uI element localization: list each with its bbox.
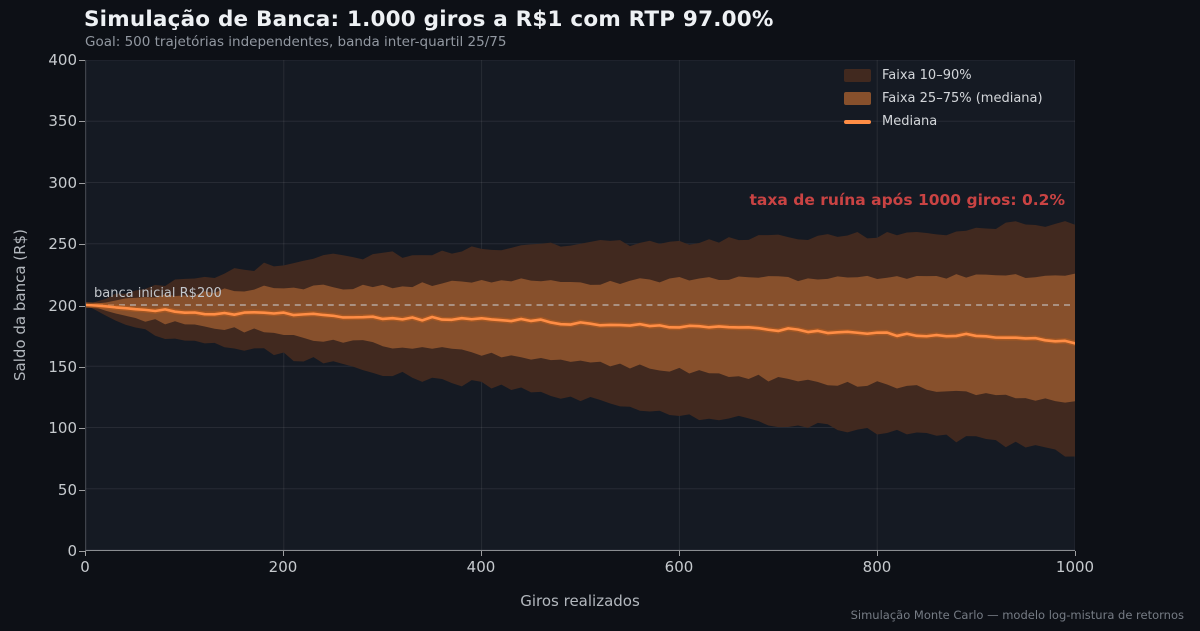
legend-item-band-10-90: Faixa 10–90% [844, 68, 1043, 83]
legend-label: Mediana [882, 114, 938, 129]
x-tick-label: 400 [466, 558, 496, 576]
median-line-swatch-icon [844, 119, 871, 124]
y-axis-label: Saldo da banca (R$) [11, 229, 29, 381]
y-tick-label: 150 [48, 357, 77, 376]
y-tick-label: 200 [48, 296, 77, 315]
legend-label: Faixa 25–75% (mediana) [882, 91, 1043, 106]
median-line [86, 303, 1075, 345]
legend-item-band-25-75: Faixa 25–75% (mediana) [844, 91, 1043, 106]
fan-chart [86, 60, 1075, 550]
legend-label: Faixa 10–90% [882, 68, 972, 83]
y-tick-mark [79, 60, 85, 61]
y-tick-mark [79, 551, 85, 552]
legend: Faixa 10–90% Faixa 25–75% (mediana) Medi… [844, 68, 1043, 137]
y-tick-label: 50 [57, 480, 77, 499]
x-tick-mark [85, 551, 86, 556]
x-tick-mark [1075, 551, 1076, 556]
plot-area: Faixa 10–90% Faixa 25–75% (mediana) Medi… [85, 60, 1075, 551]
y-tick-label: 250 [48, 235, 77, 254]
y-tick-label: 0 [67, 542, 77, 560]
band-25-75-swatch-icon [844, 92, 871, 105]
x-tick-label: 0 [80, 558, 90, 576]
band-p75-p25 [86, 273, 1075, 403]
chart-title: Simulação de Banca: 1.000 giros a R$1 co… [84, 7, 774, 32]
y-tick-mark [79, 428, 85, 430]
footer-note: Simulação Monte Carlo — modelo log-mistu… [850, 608, 1184, 622]
legend-item-median: Mediana [844, 114, 1043, 129]
x-tick-label: 600 [664, 558, 694, 576]
chart-subtitle: Goal: 500 trajetórias independentes, ban… [85, 34, 507, 50]
x-axis-label: Giros realizados [520, 592, 640, 610]
y-tick-mark [79, 121, 85, 123]
x-tick-mark [679, 551, 680, 556]
x-tick-label: 800 [862, 558, 892, 576]
y-tick-mark [79, 489, 85, 491]
x-tick-label: 1000 [1055, 558, 1095, 576]
y-tick-label: 350 [48, 112, 77, 131]
x-tick-mark [877, 551, 878, 556]
x-tick-mark [481, 551, 482, 556]
band-10-90-swatch-icon [844, 69, 871, 82]
y-tick-mark [79, 244, 85, 246]
y-tick-label: 400 [48, 51, 77, 69]
y-tick-label: 100 [48, 419, 77, 438]
ruin-rate-annotation: taxa de ruína após 1000 giros: 0.2% [749, 191, 1065, 209]
initial-bankroll-label: banca inicial R$200 [94, 286, 222, 301]
y-tick-mark [79, 182, 85, 184]
y-tick-label: 300 [48, 173, 77, 192]
x-tick-mark [283, 551, 284, 556]
y-tick-mark [79, 305, 85, 307]
y-tick-mark [79, 366, 85, 368]
x-tick-label: 200 [268, 558, 298, 576]
